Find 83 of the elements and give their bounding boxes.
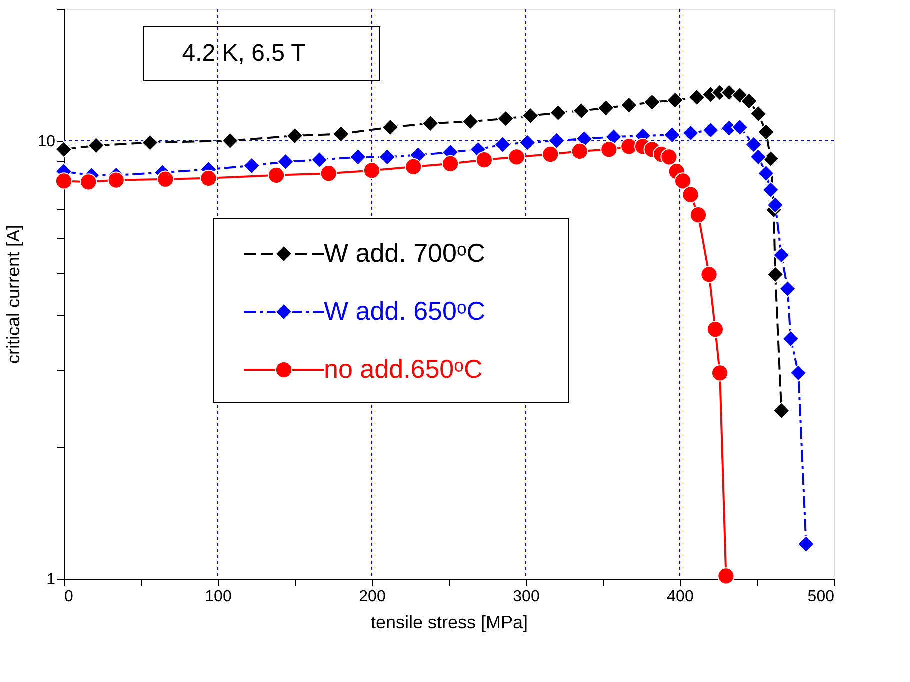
x-tick-label: 0 <box>64 588 74 606</box>
point <box>462 113 480 130</box>
point <box>363 162 381 180</box>
point <box>522 107 540 125</box>
point <box>286 127 304 145</box>
point <box>740 92 758 110</box>
point <box>688 88 706 106</box>
point <box>745 136 762 154</box>
point <box>620 138 638 156</box>
point <box>682 186 700 204</box>
point <box>243 157 260 174</box>
x-tick-label: 100 <box>205 588 232 606</box>
point <box>620 96 638 114</box>
point <box>108 172 125 189</box>
point <box>758 124 775 141</box>
point <box>782 330 800 348</box>
point <box>80 174 98 191</box>
point <box>157 170 174 188</box>
point <box>350 148 367 166</box>
point <box>706 321 724 338</box>
point <box>422 115 440 132</box>
point <box>644 94 661 111</box>
point <box>682 124 700 142</box>
point <box>766 196 784 214</box>
y-axis-title: critical current [A] <box>4 224 24 364</box>
point <box>518 134 536 152</box>
point <box>798 536 815 553</box>
point <box>572 102 590 120</box>
point <box>320 165 338 182</box>
point <box>442 155 460 172</box>
point <box>497 110 515 128</box>
annotation: 4.2 K, 6.5 T <box>182 40 306 67</box>
point <box>664 126 681 144</box>
point <box>200 170 218 187</box>
point <box>548 132 566 150</box>
point <box>766 266 784 284</box>
point <box>268 166 286 184</box>
x-tick-label: 500 <box>808 588 835 606</box>
point <box>718 568 735 585</box>
y-tick-label: 1 <box>46 572 56 588</box>
point <box>142 134 159 152</box>
point <box>750 105 768 123</box>
point <box>476 152 493 169</box>
point <box>690 206 708 224</box>
point <box>550 104 567 122</box>
legend-label: no add.650ᵒC <box>324 354 483 384</box>
point <box>382 118 400 136</box>
point <box>378 148 396 166</box>
x-tick-label: 400 <box>667 588 694 606</box>
point <box>311 152 328 169</box>
y-tick-label: 10 <box>38 133 56 150</box>
point <box>674 172 692 190</box>
point <box>494 136 512 154</box>
point <box>779 280 796 298</box>
point <box>666 92 684 109</box>
point <box>790 364 808 382</box>
legend-label: W add. 700ᵒC <box>324 238 486 268</box>
x-tick-label: 300 <box>513 588 540 606</box>
point <box>277 153 294 171</box>
point <box>571 142 588 160</box>
point <box>55 141 73 158</box>
point <box>600 141 618 158</box>
point <box>773 402 790 420</box>
point <box>598 100 615 117</box>
point <box>702 122 720 139</box>
point <box>758 165 775 182</box>
point <box>732 118 749 136</box>
point <box>700 266 718 284</box>
point <box>773 246 790 264</box>
point <box>542 146 560 164</box>
point <box>750 148 768 166</box>
point <box>55 172 73 190</box>
point <box>405 158 422 176</box>
point <box>762 182 780 199</box>
point <box>88 137 105 154</box>
point <box>711 364 729 382</box>
point <box>660 148 678 166</box>
point <box>332 126 350 143</box>
point <box>222 132 239 150</box>
x-axis-title: tensile stress [MPa] <box>370 612 528 632</box>
legend-label: W add. 650ᵒC <box>324 296 486 326</box>
point <box>508 148 526 166</box>
x-tick-label: 200 <box>359 588 386 606</box>
